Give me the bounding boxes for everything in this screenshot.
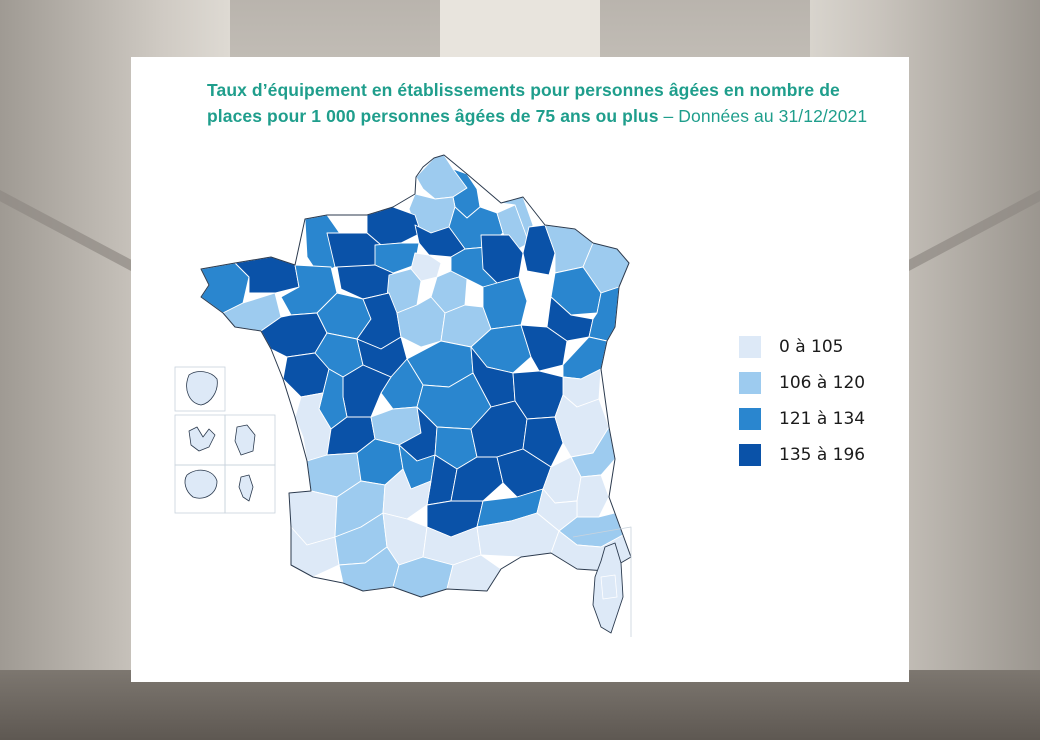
corsica-island — [592, 542, 624, 634]
legend-item-0-105: 0 à 105 — [739, 333, 909, 358]
legend-item-106-120: 106 à 120 — [739, 369, 909, 394]
legend-swatch — [739, 444, 761, 466]
corsica-frame-line — [572, 526, 632, 637]
mayotte-island — [238, 474, 254, 502]
overseas-insets — [174, 366, 276, 514]
legend-label: 0 à 105 — [779, 337, 844, 357]
dept-calvados — [326, 232, 382, 270]
corsica-dept-border — [600, 574, 618, 600]
guadeloupe-island — [188, 426, 216, 452]
mainland-france — [200, 154, 632, 598]
legend-swatch — [739, 336, 761, 358]
legend-swatch — [739, 408, 761, 430]
france-department-map — [174, 154, 632, 637]
legend-item-121-134: 121 à 134 — [739, 405, 909, 430]
legend-label: 135 à 196 — [779, 445, 866, 465]
map-card: Taux d’équipement en établissements pour… — [131, 57, 909, 682]
overseas-inset-frame — [224, 464, 276, 514]
martinique-island — [234, 424, 256, 456]
dept-aube — [482, 276, 528, 330]
mainland-outline — [200, 154, 632, 598]
dept-ain-rhone — [522, 416, 564, 468]
overseas-inset-frame — [174, 366, 226, 412]
guyane-island — [186, 371, 218, 406]
legend-item-135-196: 135 à 196 — [739, 441, 909, 466]
legend-swatch — [739, 372, 761, 394]
corsica — [572, 526, 632, 637]
legend-label: 121 à 134 — [779, 409, 866, 429]
reunion-island — [184, 469, 218, 499]
legend-label: 106 à 120 — [779, 373, 866, 393]
dept-hautes-alpes — [576, 474, 610, 518]
map-title-main: Taux d’équipement en établissements pour… — [207, 80, 840, 126]
map-title: Taux d’équipement en établissements pour… — [207, 77, 897, 129]
background-door — [440, 0, 600, 60]
map-title-date: – Données au 31/12/2021 — [658, 106, 868, 126]
